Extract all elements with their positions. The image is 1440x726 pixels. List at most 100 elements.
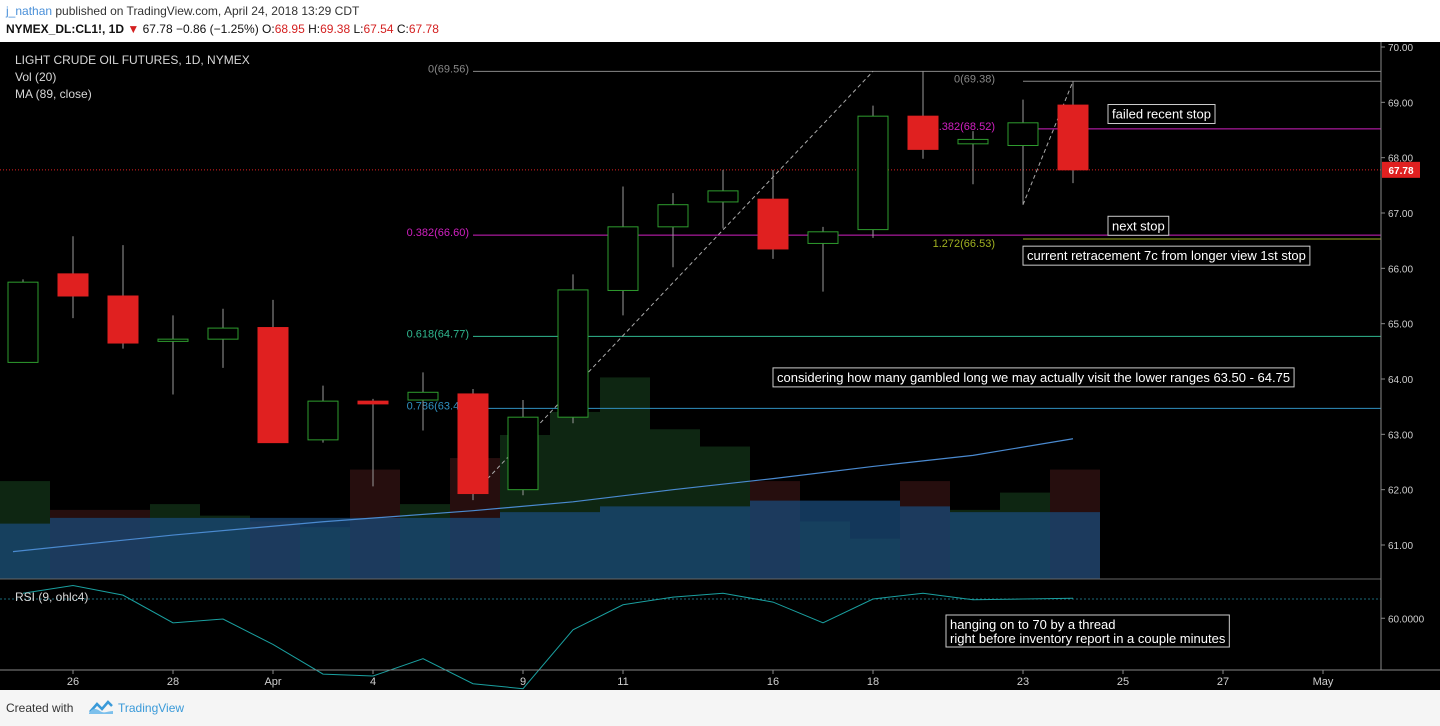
low-value: 67.54 [363, 22, 394, 36]
fib-level-label: 0.618(64.77) [407, 328, 469, 340]
candle-down [357, 400, 389, 405]
close-value: 67.78 [408, 22, 439, 36]
fib-level-label: 0.382(66.60) [407, 227, 469, 239]
candle-up [507, 416, 539, 491]
candle-up [607, 226, 639, 291]
candle-up [1007, 122, 1039, 146]
y-tick-label: 67.00 [1388, 209, 1413, 220]
candle-up [657, 204, 689, 228]
candle-up [157, 338, 189, 342]
down-arrow-icon: ▼ [127, 22, 140, 36]
x-tick-label: 18 [867, 676, 879, 688]
x-tick-label: 23 [1017, 676, 1029, 688]
candle-up [557, 289, 589, 418]
rsi-annotation-box[interactable] [945, 614, 1230, 648]
low-label: L: [353, 22, 364, 36]
candle-down [457, 393, 489, 495]
current-price-label: 67.78 [1388, 166, 1413, 177]
candle-up [707, 190, 739, 203]
axes-layer: 70.00 69.00 68.00 67.00 66.00 65.00 64.00 63.00… [0, 42, 1440, 688]
legend-ma: MA (89, close) [15, 87, 92, 101]
candle-up [7, 281, 39, 363]
symbol-label: NYMEX_DL:CL1!, 1D [6, 22, 125, 36]
trendline-layer[interactable] [472, 71, 1074, 495]
candle-up [407, 391, 439, 401]
y-tick-label: 68.00 [1388, 154, 1413, 165]
x-tick-label: 28 [167, 676, 179, 688]
ma-line [12, 438, 1074, 553]
tradingview-logo-icon[interactable] [88, 699, 114, 715]
legend-rsi: RSI (9, ohlc4) [15, 590, 88, 604]
x-tick-label: 4 [370, 676, 376, 688]
annotation-text: current retracement 7c from longer view … [1027, 248, 1306, 263]
current-price-badge [1382, 161, 1420, 178]
publish-text: published on TradingView.com, April 24, … [52, 4, 360, 18]
chart-canvas[interactable]: 0(69.56) 0(69.38) 0.382(68.52) 0.382(66.60)… [0, 42, 1440, 690]
quote-line: NYMEX_DL:CL1!, 1D ▼ 67.78 −0.86 (−1.25%)… [6, 22, 439, 36]
x-tick-label: 26 [67, 676, 79, 688]
fib-level-label: 0(69.38) [954, 73, 995, 85]
x-tick-label: 11 [617, 676, 628, 688]
high-value: 69.38 [320, 22, 351, 36]
annotation-text: failed recent stop [1112, 107, 1211, 122]
fib-level-label: 0.786(63.47) [407, 400, 469, 412]
annotations-layer[interactable]: failed recent stop next stop current retra… [772, 104, 1311, 648]
fib-level-label: 0.382(68.52) [933, 121, 995, 133]
last-price: 67.78 [142, 22, 173, 36]
legend-title: LIGHT CRUDE OIL FUTURES, 1D, NYMEX [15, 53, 250, 67]
x-tick-label: 9 [520, 676, 526, 688]
volume-layer [0, 377, 1100, 579]
chart-header: j_nathan published on TradingView.com, A… [0, 0, 1440, 42]
created-with-label: Created with [6, 701, 74, 715]
candle-up [857, 115, 889, 231]
close-label: C: [396, 22, 409, 36]
trend-line[interactable] [472, 71, 874, 495]
open-label: O: [262, 22, 275, 36]
legend-vol: Vol (20) [15, 70, 56, 84]
candle-down [57, 273, 89, 297]
annotation-box[interactable] [1107, 215, 1170, 236]
fib-level-label: 0(69.56) [428, 63, 469, 75]
annotation-text: considering how many gambled long we may… [777, 370, 1290, 385]
candle-up [307, 400, 339, 441]
annotation-box[interactable] [1107, 104, 1216, 125]
x-tick-label: 16 [767, 676, 779, 688]
annotation-text: next stop [1112, 218, 1165, 233]
high-label: H: [308, 22, 321, 36]
tradingview-link[interactable]: TradingView [118, 701, 185, 715]
rsi-line [22, 585, 1074, 690]
candle-up [807, 231, 839, 244]
candle-up [207, 327, 239, 340]
candle-down [107, 295, 139, 344]
y-tick-label: 62.00 [1388, 486, 1413, 497]
volume-ma-area [0, 500, 1100, 579]
x-tick-label: Apr [264, 676, 281, 688]
candle-down [1057, 104, 1089, 171]
candle-down [757, 198, 789, 250]
price-axis[interactable] [1381, 42, 1440, 690]
publish-info: j_nathan published on TradingView.com, A… [6, 4, 359, 18]
rsi-tick-label: 60.0000 [1388, 614, 1425, 625]
rsi-annotation-line2: right before inventory report in a coupl… [950, 631, 1226, 646]
y-tick-label: 70.00 [1388, 43, 1413, 54]
y-tick-label: 66.00 [1388, 264, 1413, 275]
y-tick-label: 61.00 [1388, 541, 1413, 552]
y-tick-label: 63.00 [1388, 430, 1413, 441]
y-tick-label: 69.00 [1388, 98, 1413, 109]
y-tick-label: 64.00 [1388, 375, 1413, 386]
rsi-annotation-line1: hanging on to 70 by a thread [950, 617, 1116, 632]
footer: Created with TradingView [0, 690, 1440, 726]
price-change: −0.86 (−1.25%) [175, 22, 259, 36]
annotation-box[interactable] [1022, 245, 1311, 266]
candles-layer [7, 71, 1089, 501]
fib-level-label: 1.272(66.53) [933, 238, 995, 250]
trend-line[interactable] [1022, 81, 1074, 205]
candle-down [907, 115, 939, 150]
annotation-box[interactable] [772, 367, 1295, 388]
y-tick-label: 65.00 [1388, 320, 1413, 331]
author-link[interactable]: j_nathan [6, 4, 53, 18]
ma-layer [12, 438, 1074, 553]
candle-down [257, 327, 289, 444]
chart-background [0, 42, 1381, 690]
